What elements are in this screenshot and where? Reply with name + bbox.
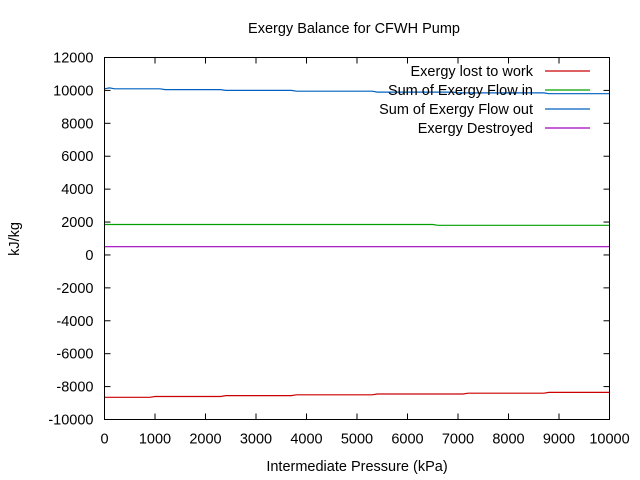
y-tick-label: -8000 <box>56 380 93 396</box>
y-tick-label: -6000 <box>56 347 93 363</box>
x-axis-label: Intermediate Pressure (kPa) <box>266 459 447 475</box>
plot-frame <box>104 57 610 420</box>
chart-title: Exergy Balance for CFWH Pump <box>248 21 460 37</box>
x-tick-label: 8000 <box>492 432 524 448</box>
series-line-2 <box>104 223 610 226</box>
x-tick-label: 9000 <box>543 432 575 448</box>
y-tick-label: 2000 <box>61 215 93 231</box>
x-tick-label: 10000 <box>589 432 629 448</box>
x-tick-label: 3000 <box>240 432 272 448</box>
legend-label: Exergy lost to work <box>411 64 534 80</box>
x-tick-label: 4000 <box>290 432 322 448</box>
tick-layer: 0 1000 2000 3000 4000 5000 6000 7000 8000 9000 100… <box>48 51 629 448</box>
series-line-3 <box>104 87 610 95</box>
x-tick-label: 7000 <box>442 432 474 448</box>
y-axis-label: kJ/kg <box>7 222 23 256</box>
series-layer <box>104 87 610 398</box>
y-tick-label: 12000 <box>53 51 93 67</box>
legend: Exergy lost to work Sum of Exergy Flow in… <box>379 64 590 137</box>
y-tick-label: 4000 <box>61 182 93 198</box>
x-tick-label: 6000 <box>391 432 423 448</box>
x-tick-label: 0 <box>100 432 108 448</box>
legend-label: Sum of Exergy Flow out <box>379 102 533 118</box>
x-tick-label: 2000 <box>189 432 221 448</box>
y-tick-label: -2000 <box>56 281 93 297</box>
series-line-1 <box>104 391 610 398</box>
x-tick-label: 5000 <box>341 432 373 448</box>
y-tick-label: 0 <box>85 248 93 264</box>
legend-label: Sum of Exergy Flow in <box>388 83 533 99</box>
legend-label: Exergy Destroyed <box>418 121 533 137</box>
x-tick-label: 1000 <box>139 432 171 448</box>
y-tick-label: 8000 <box>61 116 93 132</box>
y-tick-label: -4000 <box>56 314 93 330</box>
y-tick-label: -10000 <box>48 413 93 429</box>
y-tick-label: 10000 <box>53 83 93 99</box>
y-tick-label: 6000 <box>61 149 93 165</box>
